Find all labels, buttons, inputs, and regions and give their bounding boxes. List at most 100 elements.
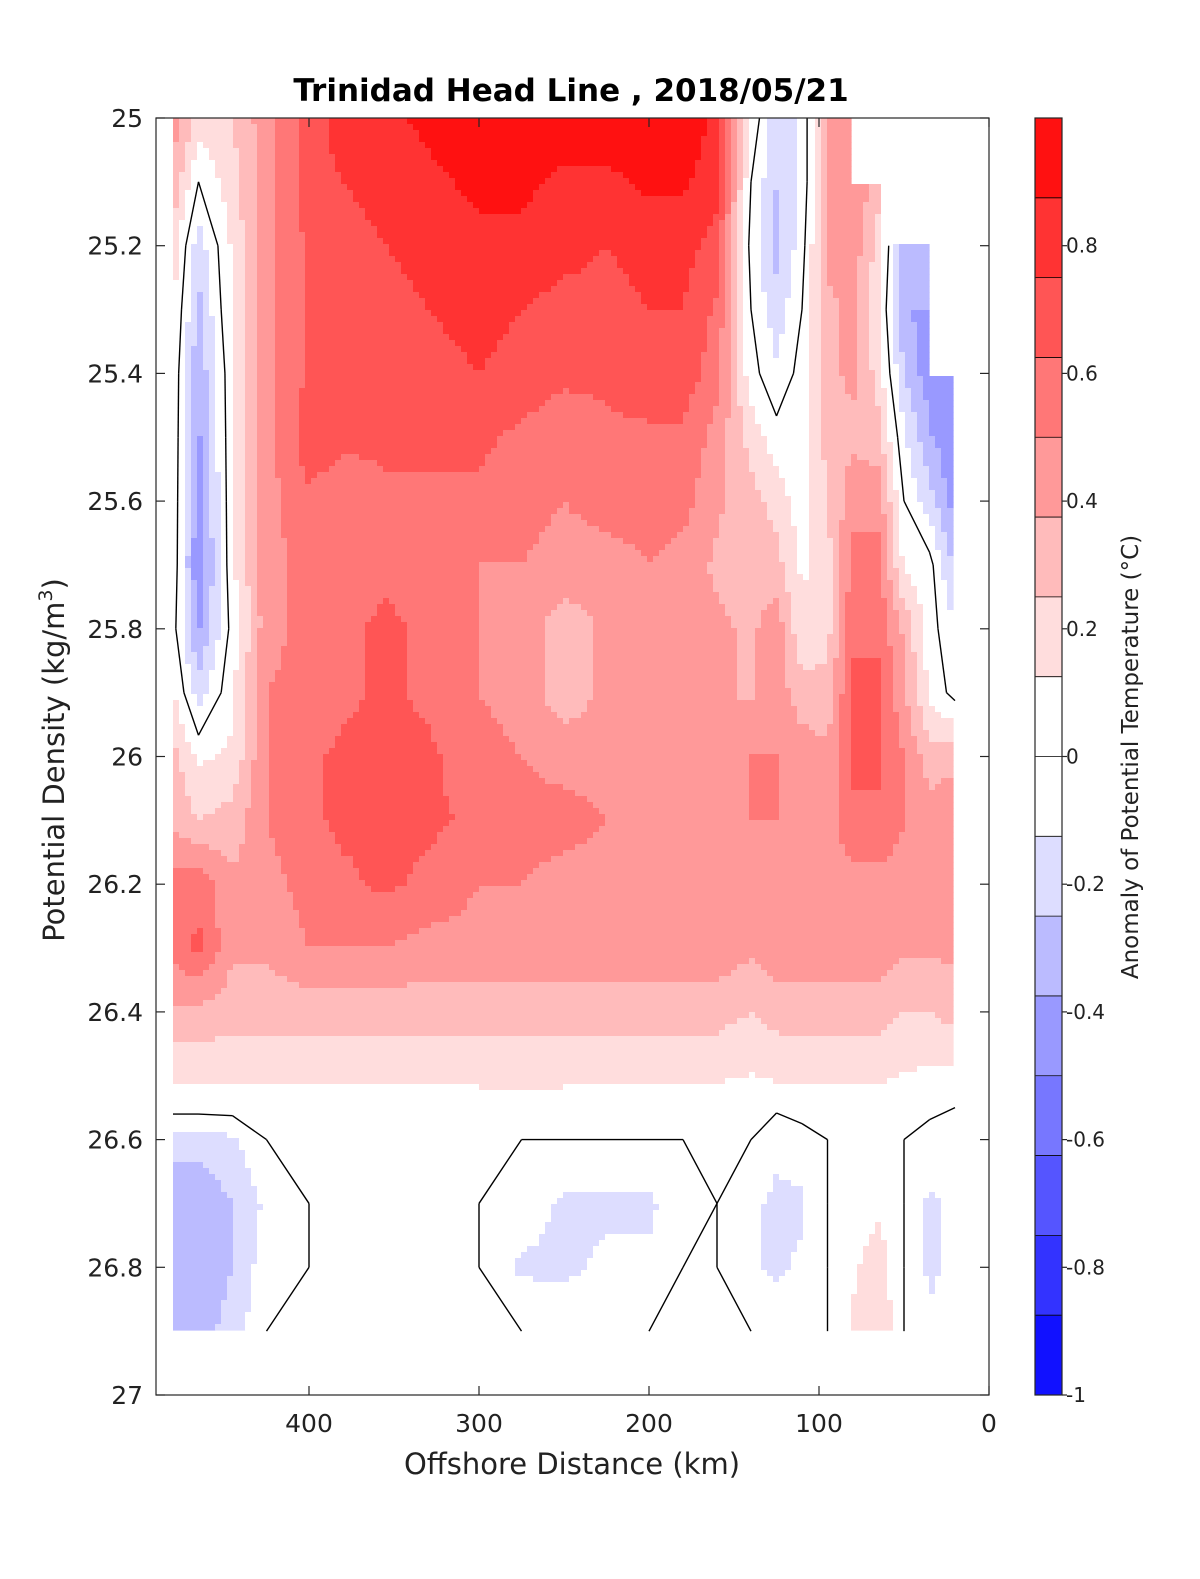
- contour-cell: [851, 712, 882, 719]
- contour-cell: [233, 424, 246, 431]
- contour-cell: [539, 532, 612, 539]
- contour-cell: [251, 622, 264, 629]
- contour-cell: [737, 640, 756, 647]
- contour-cell: [845, 502, 882, 509]
- contour-cell: [839, 706, 852, 713]
- contour-cell: [743, 286, 762, 293]
- contour-cell: [869, 280, 882, 287]
- contour-cell: [875, 370, 882, 377]
- contour-cell: [191, 370, 210, 377]
- contour-cell: [215, 172, 240, 179]
- contour-cell: [923, 652, 954, 659]
- contour-cell: [719, 178, 726, 185]
- contour-cell: [731, 244, 738, 251]
- contour-cell: [803, 1186, 954, 1193]
- contour-cell: [599, 826, 840, 833]
- contour-cell: [809, 556, 834, 563]
- contour-cell: [845, 604, 888, 611]
- contour-cell: [779, 352, 810, 359]
- contour-cell: [731, 256, 738, 263]
- contour-cell: [233, 1258, 258, 1265]
- contour-cell: [593, 640, 738, 647]
- contour-cell: [227, 1276, 252, 1283]
- contour-cell: [743, 430, 762, 437]
- contour-cell: [923, 1270, 942, 1277]
- contour-cell: [851, 730, 882, 737]
- contour-cell: [203, 1162, 246, 1169]
- contour-cell: [413, 124, 708, 131]
- contour-cell: [743, 250, 762, 257]
- contour-cell: [179, 832, 246, 839]
- contour-cell: [197, 586, 204, 593]
- contour-cell: [239, 616, 252, 623]
- contour-cell: [185, 544, 192, 551]
- contour-cell: [779, 208, 798, 215]
- contour-cell: [341, 724, 432, 731]
- contour-cell: [203, 496, 210, 503]
- contour-cell: [203, 616, 210, 623]
- contour-cell: [191, 346, 204, 353]
- contour-cell: [365, 682, 408, 689]
- contour-cell: [221, 748, 246, 755]
- contour-cell: [923, 1228, 942, 1235]
- contour-cell: [275, 214, 300, 221]
- contour-cell: [899, 388, 912, 395]
- contour-cell: [737, 280, 744, 287]
- contour-cell: [761, 1018, 894, 1025]
- contour-cell: [185, 472, 192, 479]
- contour-cell: [791, 622, 834, 629]
- contour-cell: [245, 448, 258, 455]
- contour-cell: [233, 262, 246, 269]
- contour-cell: [185, 352, 192, 359]
- contour-cell: [251, 796, 270, 803]
- contour-cell: [365, 640, 408, 647]
- contour-cell: [761, 610, 780, 617]
- contour-cell: [203, 448, 210, 455]
- contour-cell: [785, 490, 810, 497]
- contour-cell: [191, 256, 210, 263]
- contour-cell: [203, 544, 216, 551]
- contour-cell: [191, 796, 234, 803]
- contour-cell: [221, 610, 240, 617]
- contour-cell: [755, 412, 810, 419]
- contour-cell: [563, 784, 750, 791]
- contour-cell: [881, 232, 906, 239]
- contour-cell: [467, 358, 486, 365]
- contour-cell: [233, 364, 246, 371]
- contour-cell: [545, 622, 594, 629]
- contour-cell: [773, 268, 780, 275]
- contour-cell: [887, 454, 894, 461]
- contour-cell: [821, 370, 840, 377]
- contour-cell: [893, 532, 900, 539]
- contour-cell: [239, 148, 258, 155]
- contour-cell: [491, 448, 702, 455]
- contour-cell: [185, 586, 192, 593]
- contour-cell: [233, 382, 246, 389]
- contour-cell: [215, 904, 294, 911]
- contour-cell: [443, 826, 600, 833]
- contour-cell: [305, 274, 408, 281]
- contour-cell: [239, 196, 258, 203]
- contour-cell: [779, 238, 798, 245]
- contour-cell: [233, 1210, 258, 1217]
- contour-cell: [743, 226, 762, 233]
- contour-cell: [719, 142, 726, 149]
- contour-cell: [173, 886, 216, 893]
- contour-cell: [239, 1144, 954, 1151]
- contour-cell: [173, 220, 180, 227]
- y-tick-label: 25.2: [87, 232, 143, 261]
- contour-cell: [737, 658, 756, 665]
- contour-cell: [287, 538, 540, 545]
- contour-cell: [917, 484, 930, 491]
- contour-cell: [869, 304, 882, 311]
- contour-cell: [905, 556, 942, 563]
- contour-cell: [911, 640, 924, 647]
- contour-cell: [725, 256, 732, 263]
- contour-cell: [233, 136, 258, 143]
- contour-cell: [203, 574, 216, 581]
- contour-cell: [245, 574, 258, 581]
- contour-cell: [185, 424, 192, 431]
- contour-cell: [257, 706, 270, 713]
- contour-cell: [827, 460, 852, 467]
- contour-cell: [929, 1288, 936, 1295]
